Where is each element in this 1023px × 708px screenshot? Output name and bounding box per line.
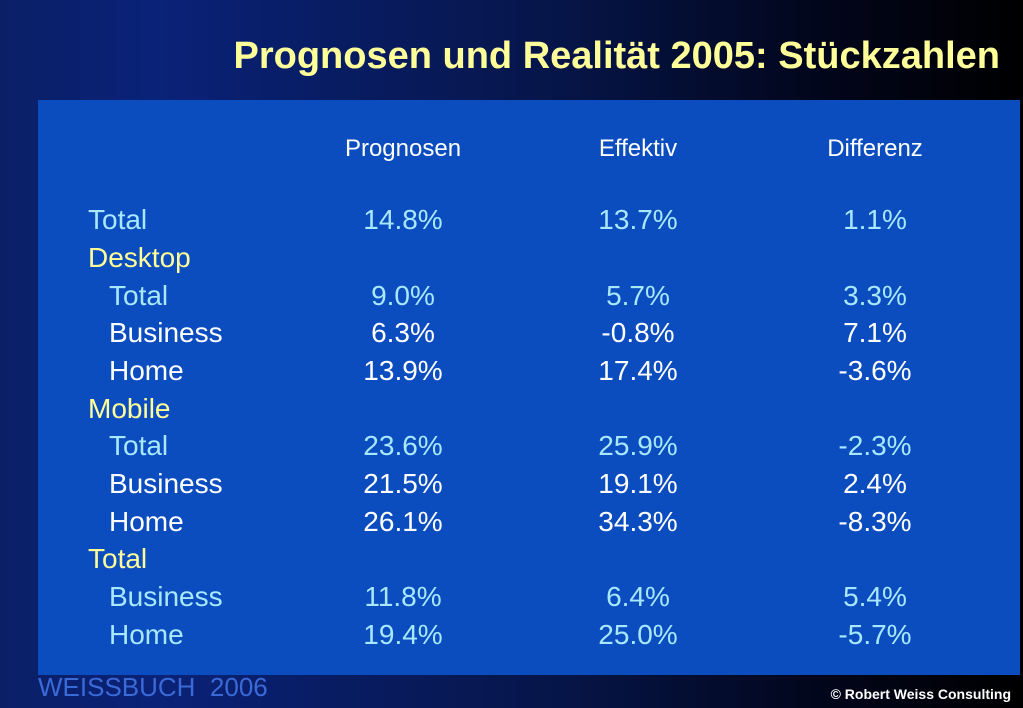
section-label: Desktop <box>88 242 191 273</box>
row-label: Total <box>109 280 169 311</box>
value-prognosen: 26.1% <box>363 506 443 537</box>
value-prognosen: 19.4% <box>363 619 443 650</box>
value-effektiv: 13.7% <box>598 204 678 235</box>
row-label: Business <box>109 317 223 348</box>
table-row-mobile-total: Total 23.6% 25.9% -2.3% <box>38 427 1020 464</box>
value-effektiv: 25.9% <box>598 430 678 461</box>
value-effektiv: 17.4% <box>598 355 678 386</box>
value-effektiv: 5.7% <box>606 280 670 311</box>
value-prognosen: 23.6% <box>363 430 443 461</box>
value-differenz: -3.6% <box>838 355 912 386</box>
footer-brand: WEISSBUCH 2006 <box>38 672 268 702</box>
row-label: Home <box>109 355 184 386</box>
section-mobile: Mobile <box>38 390 1020 427</box>
table-row-desktop-home: Home 13.9% 17.4% -3.6% <box>38 352 1020 389</box>
table-row-total-business: Business 11.8% 6.4% 5.4% <box>38 578 1020 615</box>
value-differenz: 5.4% <box>843 581 907 612</box>
row-label: Total <box>88 204 148 235</box>
value-effektiv: 19.1% <box>598 468 678 499</box>
table-row-desktop-total: Total 9.0% 5.7% 3.3% <box>38 277 1020 314</box>
header-differenz: Differenz <box>827 135 923 162</box>
value-prognosen: 21.5% <box>363 468 443 499</box>
footer-copyright: © Robert Weiss Consulting <box>830 686 1011 702</box>
data-table: Prognosen Effektiv Differenz Total 14.8%… <box>38 100 1020 675</box>
value-prognosen: 13.9% <box>363 355 443 386</box>
table-row-overall-total: Total 14.8% 13.7% 1.1% <box>38 201 1020 238</box>
row-label: Business <box>109 581 223 612</box>
row-label: Home <box>109 506 184 537</box>
row-label: Business <box>109 468 223 499</box>
table-row-total-home: Home 19.4% 25.0% -5.7% <box>38 616 1020 653</box>
value-effektiv: -0.8% <box>601 317 675 348</box>
value-differenz: 2.4% <box>843 468 907 499</box>
value-effektiv: 25.0% <box>598 619 678 650</box>
value-prognosen: 9.0% <box>371 280 435 311</box>
value-differenz: -8.3% <box>838 506 912 537</box>
slide-title: Prognosen und Realität 2005: Stückzahlen <box>233 35 1000 77</box>
section-label: Mobile <box>88 393 171 424</box>
value-effektiv: 6.4% <box>606 581 670 612</box>
value-differenz: 3.3% <box>843 280 907 311</box>
section-desktop: Desktop <box>38 239 1020 276</box>
header-prognosen: Prognosen <box>344 135 462 162</box>
value-effektiv: 34.3% <box>598 506 678 537</box>
value-differenz: -2.3% <box>838 430 912 461</box>
value-prognosen: 11.8% <box>364 581 442 612</box>
value-prognosen: 14.8% <box>363 204 443 235</box>
value-differenz: 1.1% <box>843 204 907 235</box>
section-label: Total <box>88 543 148 574</box>
section-total: Total <box>38 540 1020 577</box>
value-differenz: -5.7% <box>838 619 912 650</box>
table-row-mobile-business: Business 21.5% 19.1% 2.4% <box>38 465 1020 502</box>
value-prognosen: 6.3% <box>371 317 435 348</box>
row-label: Home <box>109 619 184 650</box>
header-effektiv: Effektiv <box>598 135 678 162</box>
table-row-mobile-home: Home 26.1% 34.3% -8.3% <box>38 503 1020 540</box>
row-label: Total <box>109 430 169 461</box>
table-row-desktop-business: Business 6.3% -0.8% 7.1% <box>38 314 1020 351</box>
content-panel: Prognosen Effektiv Differenz Total 14.8%… <box>38 100 1020 675</box>
value-differenz: 7.1% <box>843 317 907 348</box>
